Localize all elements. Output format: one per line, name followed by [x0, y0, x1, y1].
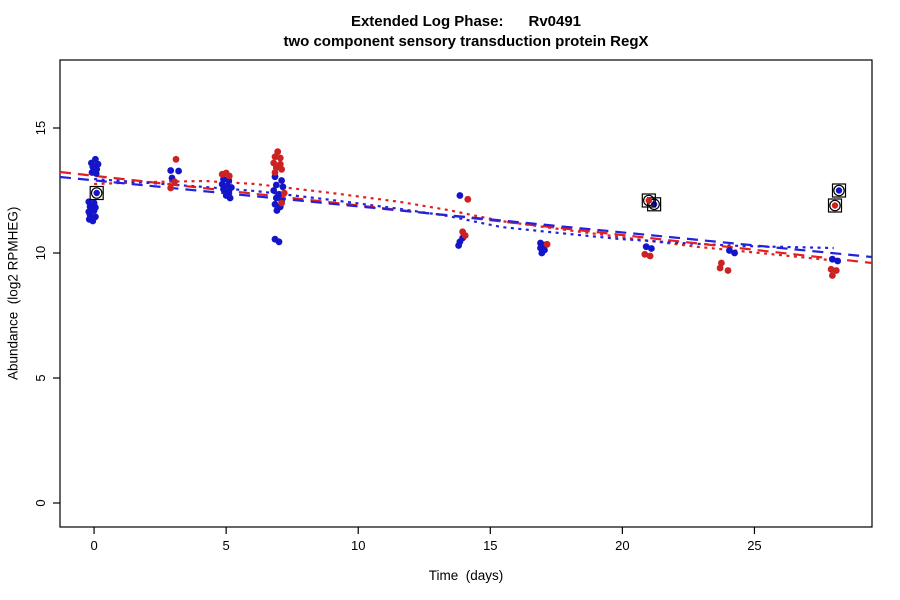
data-point-blue [272, 181, 280, 189]
data-point-red [543, 240, 551, 248]
data-point-blue [271, 200, 279, 208]
data-point-blue [226, 194, 234, 202]
data-point-blue [220, 185, 227, 193]
data-point-blue [726, 247, 733, 254]
data-point-blue [167, 167, 175, 174]
trend-line-blue-dashed-linear [59, 175, 873, 259]
data-point-red [278, 199, 285, 207]
trend-line-red-dashed-linear [59, 170, 873, 265]
data-point-blue [89, 217, 97, 225]
outlier-circle [833, 184, 845, 197]
outlier-circle [90, 187, 103, 199]
outlier-square [646, 197, 662, 212]
outlier-dot [645, 197, 652, 204]
data-point-red [271, 169, 279, 176]
outlier-square [641, 193, 656, 208]
outlier-circle [829, 199, 841, 212]
x-tick-label: 10 [351, 538, 365, 553]
outlier-dot [831, 202, 839, 209]
data-point-red [832, 267, 840, 274]
x-tick-label: 25 [747, 538, 761, 553]
x-axis-label: Time (days) [428, 568, 504, 583]
data-point-blue [175, 167, 183, 175]
data-point-red [280, 189, 288, 197]
data-point-blue [275, 238, 283, 246]
x-tick-label: 20 [615, 538, 629, 553]
data-point-blue [90, 207, 98, 214]
data-point-red [461, 232, 469, 239]
x-tick-label: 15 [483, 538, 497, 553]
data-point-blue [455, 242, 462, 249]
y-tick-label: 5 [33, 374, 48, 381]
data-point-blue [648, 245, 655, 252]
y-tick-label: 10 [33, 246, 48, 260]
outlier-square [827, 198, 843, 213]
data-point-red [172, 155, 180, 163]
data-point-blue [829, 255, 836, 263]
outlier-marker-red [641, 193, 656, 208]
outlier-marker-blue [89, 185, 104, 201]
data-point-red [225, 172, 233, 180]
data-point-red [646, 252, 654, 260]
data-point-red [827, 265, 835, 273]
plot-box [59, 59, 873, 528]
outlier-marker-red [827, 198, 843, 213]
data-point-red [641, 250, 649, 258]
data-point-blue [273, 207, 281, 214]
data-point-blue [272, 194, 280, 202]
data-point-red [716, 264, 724, 272]
data-point-blue [642, 243, 650, 251]
outlier-circle [642, 194, 655, 207]
data-point-blue [278, 177, 285, 184]
data-point-red [274, 148, 282, 156]
outlier-dot [93, 189, 100, 197]
data-point-blue [94, 160, 102, 168]
data-point-red [167, 184, 175, 192]
data-point-blue [279, 183, 287, 191]
data-point-blue [270, 187, 278, 194]
outlier-square [89, 185, 104, 201]
chart-title-line2: two component sensory transduction prote… [283, 33, 649, 50]
y-tick-label: 0 [33, 499, 48, 506]
y-tick-label: 15 [33, 121, 48, 135]
chart-title-line1: Extended Log Phase: Rv0491 [350, 13, 582, 30]
trend-line-red-dotted-smooth [94, 179, 840, 263]
data-point-red [171, 178, 179, 186]
data-point-red [829, 272, 836, 279]
data-point-red [271, 153, 279, 161]
data-point-blue [834, 257, 842, 265]
data-point-red [278, 165, 285, 173]
data-point-red [276, 154, 284, 162]
data-point-blue [456, 192, 464, 199]
y-axis-label: Abundance (log2 RPMHEG) [5, 206, 21, 381]
outlier-marker-blue [831, 183, 847, 198]
data-point-blue [92, 170, 100, 177]
outlier-square [831, 183, 847, 198]
data-point-blue [538, 249, 546, 257]
x-tick-label: 5 [223, 538, 230, 553]
data-point-red [464, 195, 472, 203]
x-tick-label: 0 [90, 538, 97, 553]
data-point-red [724, 267, 732, 274]
outlier-dot [835, 187, 843, 194]
data-point-blue [731, 249, 738, 257]
